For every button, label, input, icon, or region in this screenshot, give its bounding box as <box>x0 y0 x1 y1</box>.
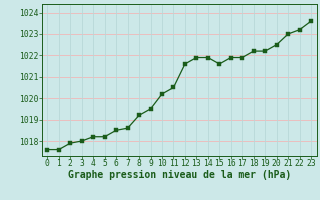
X-axis label: Graphe pression niveau de la mer (hPa): Graphe pression niveau de la mer (hPa) <box>68 170 291 180</box>
